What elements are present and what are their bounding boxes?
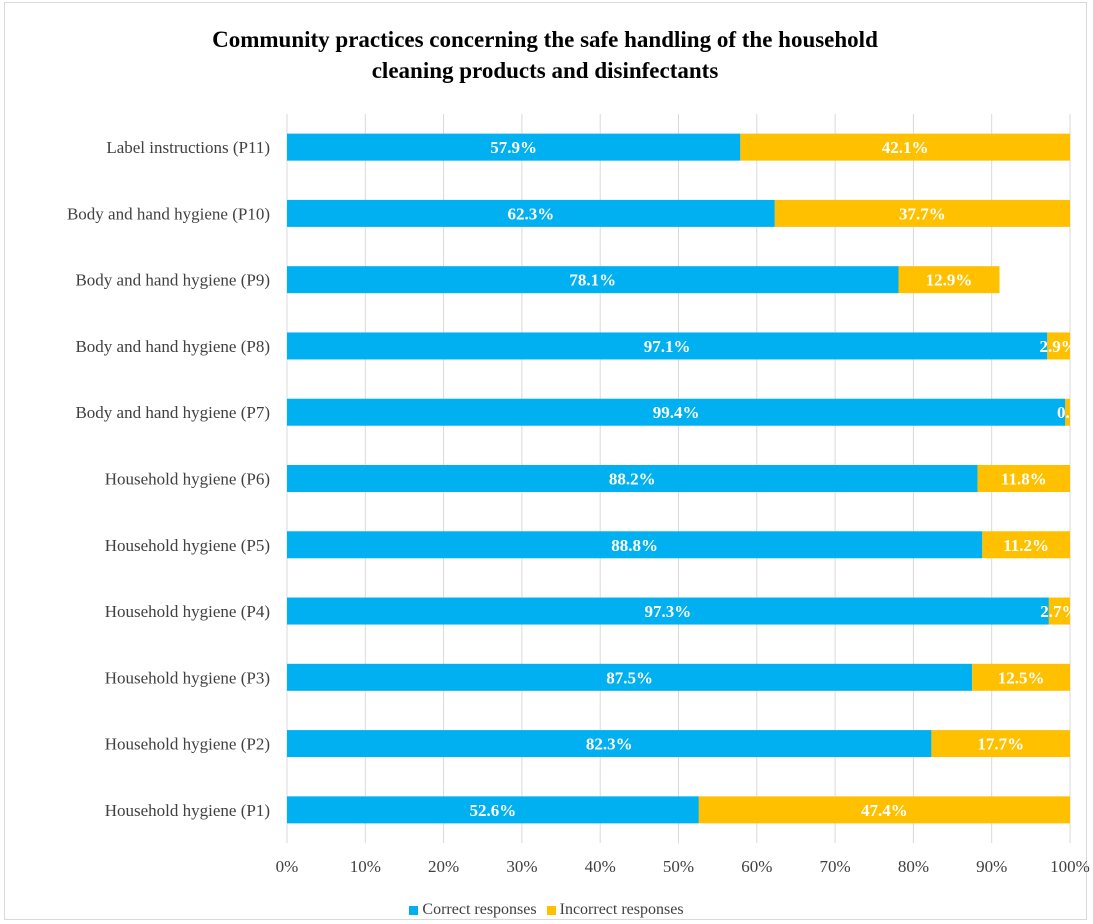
bar-incorrect (972, 663, 1070, 691)
x-tick-label: 90% (976, 857, 1007, 876)
y-category-label: Body and hand hygiene (P7) (75, 403, 270, 422)
bar-correct (287, 730, 932, 758)
bar-correct (287, 796, 699, 824)
data-label: 82.3% (586, 735, 633, 754)
data-label: 0.6 (1057, 403, 1078, 422)
x-tick-label: 30% (506, 857, 537, 876)
y-category-label: Household hygiene (P3) (105, 668, 270, 687)
data-label: 37.7% (899, 204, 946, 223)
bar-incorrect (898, 266, 1000, 294)
legend-label-incorrect: Incorrect responses (559, 901, 684, 918)
data-label: 12.9% (926, 271, 973, 290)
x-tick-label: 10% (350, 857, 381, 876)
data-label: 78.1% (569, 271, 616, 290)
data-label: 88.8% (611, 536, 658, 555)
bar-correct (287, 465, 978, 492)
y-category-label: Household hygiene (P5) (105, 536, 270, 555)
x-tick-label: 20% (428, 857, 459, 876)
y-category-label: Body and hand hygiene (P9) (75, 271, 270, 290)
x-tick-label: 60% (741, 857, 772, 876)
bar-correct (287, 332, 1048, 360)
bar-incorrect (931, 730, 1070, 758)
data-label: 87.5% (606, 668, 653, 687)
y-category-label: Body and hand hygiene (P10) (67, 204, 270, 223)
bar-correct (287, 199, 775, 227)
chart-title-line-1: Community practices concerning the safe … (212, 27, 878, 52)
bar-correct (287, 133, 741, 161)
chart-title: Community practices concerning the safe … (100, 24, 990, 86)
legend-label-correct: Correct responses (422, 901, 537, 918)
bar-correct (287, 266, 899, 294)
data-label: 97.3% (645, 602, 692, 621)
data-label: 11.8% (1001, 470, 1047, 489)
data-label: 62.3% (508, 204, 555, 223)
data-label: 88.2% (609, 470, 656, 489)
legend-item-correct: Correct responses (409, 901, 537, 919)
x-tick-label: 70% (820, 857, 851, 876)
data-label: 57.9% (490, 138, 537, 157)
y-category-label: Label instructions (P11) (106, 138, 270, 157)
x-tick-label: 50% (663, 857, 694, 876)
y-category-label: Body and hand hygiene (P8) (75, 337, 270, 356)
x-tick-label: 100% (1050, 857, 1090, 876)
chart-title-line-2: cleaning products and disinfectants (371, 58, 719, 83)
data-label: 97.1% (644, 337, 691, 356)
bar-incorrect (1047, 332, 1070, 360)
y-category-label: Household hygiene (P6) (105, 470, 270, 489)
data-label: 2.9% (1040, 337, 1078, 356)
data-label: 2.7% (1040, 602, 1078, 621)
bar-correct (287, 663, 973, 691)
bar-correct (287, 597, 1049, 625)
y-category-label: Household hygiene (P4) (105, 602, 270, 621)
data-label: 17.7% (977, 735, 1024, 754)
bar-incorrect (1048, 597, 1070, 625)
bar-correct (287, 398, 1066, 426)
chart-frame (4, 2, 1087, 920)
legend: Correct responses Incorrect responses (0, 900, 1093, 920)
x-tick-label: 80% (898, 857, 929, 876)
data-label: 47.4% (861, 801, 908, 820)
bar-incorrect (977, 465, 1070, 492)
bar-chart: 0% 10% 20% 30% 40% 50% 60% 70% 80% 90% 100% Label i… (67, 114, 1090, 876)
legend-swatch-incorrect (546, 905, 556, 915)
data-label: 42.1% (882, 138, 929, 157)
bar-incorrect (698, 796, 1070, 824)
bar-incorrect (982, 531, 1070, 559)
data-label: 11.2% (1003, 536, 1049, 555)
bar-incorrect (774, 199, 1070, 227)
data-label: 12.5% (998, 668, 1045, 687)
x-tick-label: 40% (585, 857, 616, 876)
data-label: 52.6% (470, 801, 517, 820)
y-category-label: Household hygiene (P2) (105, 735, 270, 754)
bar-incorrect (740, 133, 1070, 161)
bar-correct (287, 531, 983, 559)
legend-item-incorrect: Incorrect responses (546, 901, 684, 919)
bar-incorrect (1065, 398, 1070, 426)
legend-swatch-correct (409, 905, 419, 915)
x-tick-label: 0% (276, 857, 299, 876)
data-label: 99.4% (653, 403, 700, 422)
y-category-label: Household hygiene (P1) (105, 801, 270, 820)
